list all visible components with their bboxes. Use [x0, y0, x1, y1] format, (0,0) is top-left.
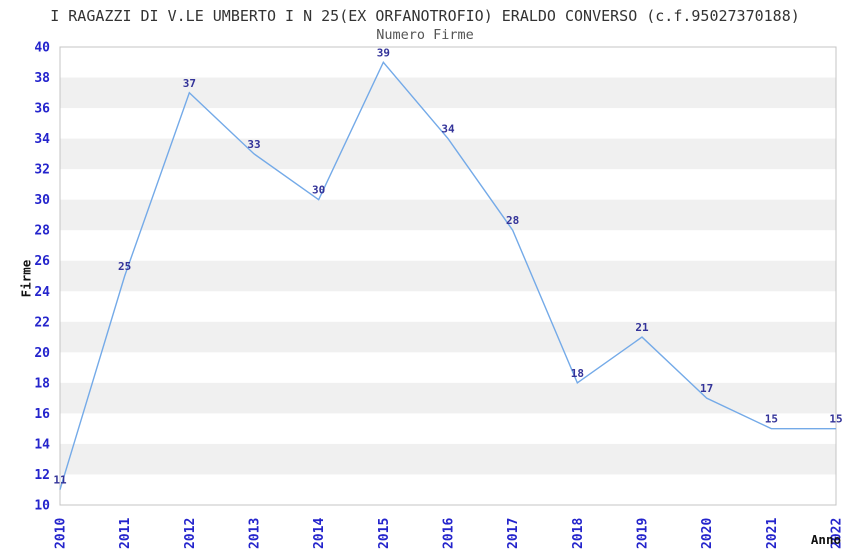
y-tick-label: 38: [34, 71, 50, 86]
x-tick-label: 2012: [183, 518, 198, 549]
data-point-label: 15: [829, 413, 842, 426]
y-tick-label: 22: [34, 315, 50, 330]
grid-band: [60, 138, 836, 170]
data-point-label: 30: [312, 184, 325, 197]
y-tick-label: 34: [34, 132, 50, 147]
x-tick-label: 2011: [118, 518, 133, 549]
y-tick-label: 32: [34, 163, 50, 178]
grid-band: [60, 199, 836, 231]
data-point-label: 25: [118, 260, 131, 273]
data-point-label: 21: [635, 321, 649, 334]
x-tick-label: 2015: [377, 518, 392, 549]
x-tick-label: 2019: [636, 518, 651, 549]
x-tick-label: 2013: [248, 518, 263, 549]
series-line: [59, 60, 836, 490]
data-point-label: 15: [765, 413, 778, 426]
x-tick-label: 2017: [506, 518, 521, 549]
grid-band: [60, 77, 836, 109]
y-tick-label: 18: [34, 376, 50, 391]
plot-border: [59, 46, 837, 506]
y-tick-label: 26: [34, 254, 50, 269]
y-tick-label: 40: [34, 41, 50, 56]
y-tick-label: 16: [34, 407, 50, 422]
grid-band: [60, 382, 836, 414]
data-point-label: 34: [441, 123, 455, 136]
y-tick-label: 12: [34, 468, 50, 483]
y-axis-title: Firme: [18, 259, 34, 298]
grid-band: [60, 321, 836, 353]
x-tick-label: 2021: [765, 518, 780, 549]
chart-subtitle: Numero Firme: [376, 27, 474, 43]
grid-band: [60, 260, 836, 292]
y-tick-label: 24: [34, 285, 50, 300]
data-point-label: 33: [247, 138, 260, 151]
grid-band: [60, 443, 836, 475]
x-tick-label: 2010: [54, 518, 69, 549]
y-tick-label: 10: [34, 499, 50, 514]
data-point-label: 17: [700, 382, 713, 395]
y-tick-label: 14: [34, 437, 50, 452]
data-point-label: 11: [53, 474, 67, 487]
y-tick-label: 36: [34, 102, 50, 117]
data-point-label: 28: [506, 214, 519, 227]
data-point-label: 37: [183, 77, 196, 90]
y-tick-label: 20: [34, 346, 50, 361]
x-axis-title: Anno: [810, 532, 841, 547]
chart-title: I RAGAZZI DI V.LE UMBERTO I N 25(EX ORFA…: [50, 7, 800, 25]
x-tick-label: 2022: [830, 518, 845, 549]
x-tick-label: 2016: [442, 518, 457, 549]
y-tick-label: 28: [34, 224, 50, 239]
x-tick-label: 2014: [312, 518, 327, 549]
x-tick-label: 2020: [700, 518, 715, 549]
data-point-label: 18: [571, 367, 584, 380]
y-tick-label: 30: [34, 193, 50, 208]
data-point-label: 39: [377, 46, 390, 59]
x-tick-label: 2018: [571, 518, 586, 549]
